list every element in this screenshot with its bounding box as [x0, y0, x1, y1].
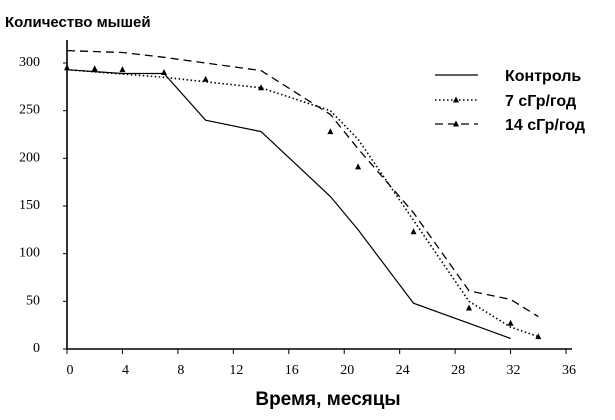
legend-label-14cgy: 14 сГр/год	[505, 117, 585, 134]
legend-label-control: Контроль	[505, 68, 581, 85]
series-lines	[66, 49, 539, 340]
x-tick-label: 8	[177, 363, 184, 378]
x-tick-label: 24	[396, 363, 410, 378]
y-tick-label: 250	[19, 103, 40, 118]
x-axis-title: Время, месяцы	[255, 389, 400, 410]
y-tick-label: 50	[26, 293, 40, 308]
legend-label-7cgy: 7 сГр/год	[505, 93, 576, 110]
triangle-marker	[91, 65, 98, 72]
x-tick-label: 20	[340, 363, 354, 378]
legend-marker-7cgy	[453, 96, 459, 103]
x-tick-label: 4	[122, 363, 129, 378]
series-line-1	[66, 68, 539, 338]
legend-marker-14cgy	[453, 120, 459, 127]
y-tick-label: 150	[19, 198, 40, 213]
y-tick-label: 0	[33, 341, 40, 356]
triangle-marker	[202, 75, 209, 82]
y-tick-label: 200	[19, 150, 40, 165]
axes: 0 50 100 150 200 250 300 0 4 8 12 16 20 24 28 32 36	[19, 40, 576, 378]
x-tick-label: 16	[285, 363, 299, 378]
legend: Контроль 7 сГр/год 14 сГр/год	[435, 68, 585, 134]
triangle-marker	[327, 128, 334, 135]
triangle-marker	[507, 319, 514, 326]
data-markers	[64, 64, 542, 340]
series-line-0	[66, 69, 511, 340]
x-tick-label: 0	[67, 363, 74, 378]
x-tick-label: 28	[451, 363, 465, 378]
y-tick-label: 100	[19, 246, 40, 261]
x-tick-label: 32	[507, 363, 521, 378]
triangle-marker	[119, 66, 126, 73]
triangle-marker	[535, 333, 542, 340]
triangle-marker	[355, 163, 362, 170]
y-tick-label: 300	[19, 55, 40, 70]
x-tick-label: 12	[229, 363, 243, 378]
triangle-marker	[161, 69, 168, 76]
x-tick-label: 36	[562, 363, 576, 378]
triangle-marker	[410, 228, 417, 235]
y-axis-title: Количество мышей	[5, 14, 151, 31]
triangle-marker	[258, 84, 265, 91]
series-line-2	[66, 49, 539, 318]
triangle-marker	[64, 64, 70, 71]
triangle-marker	[465, 304, 472, 311]
